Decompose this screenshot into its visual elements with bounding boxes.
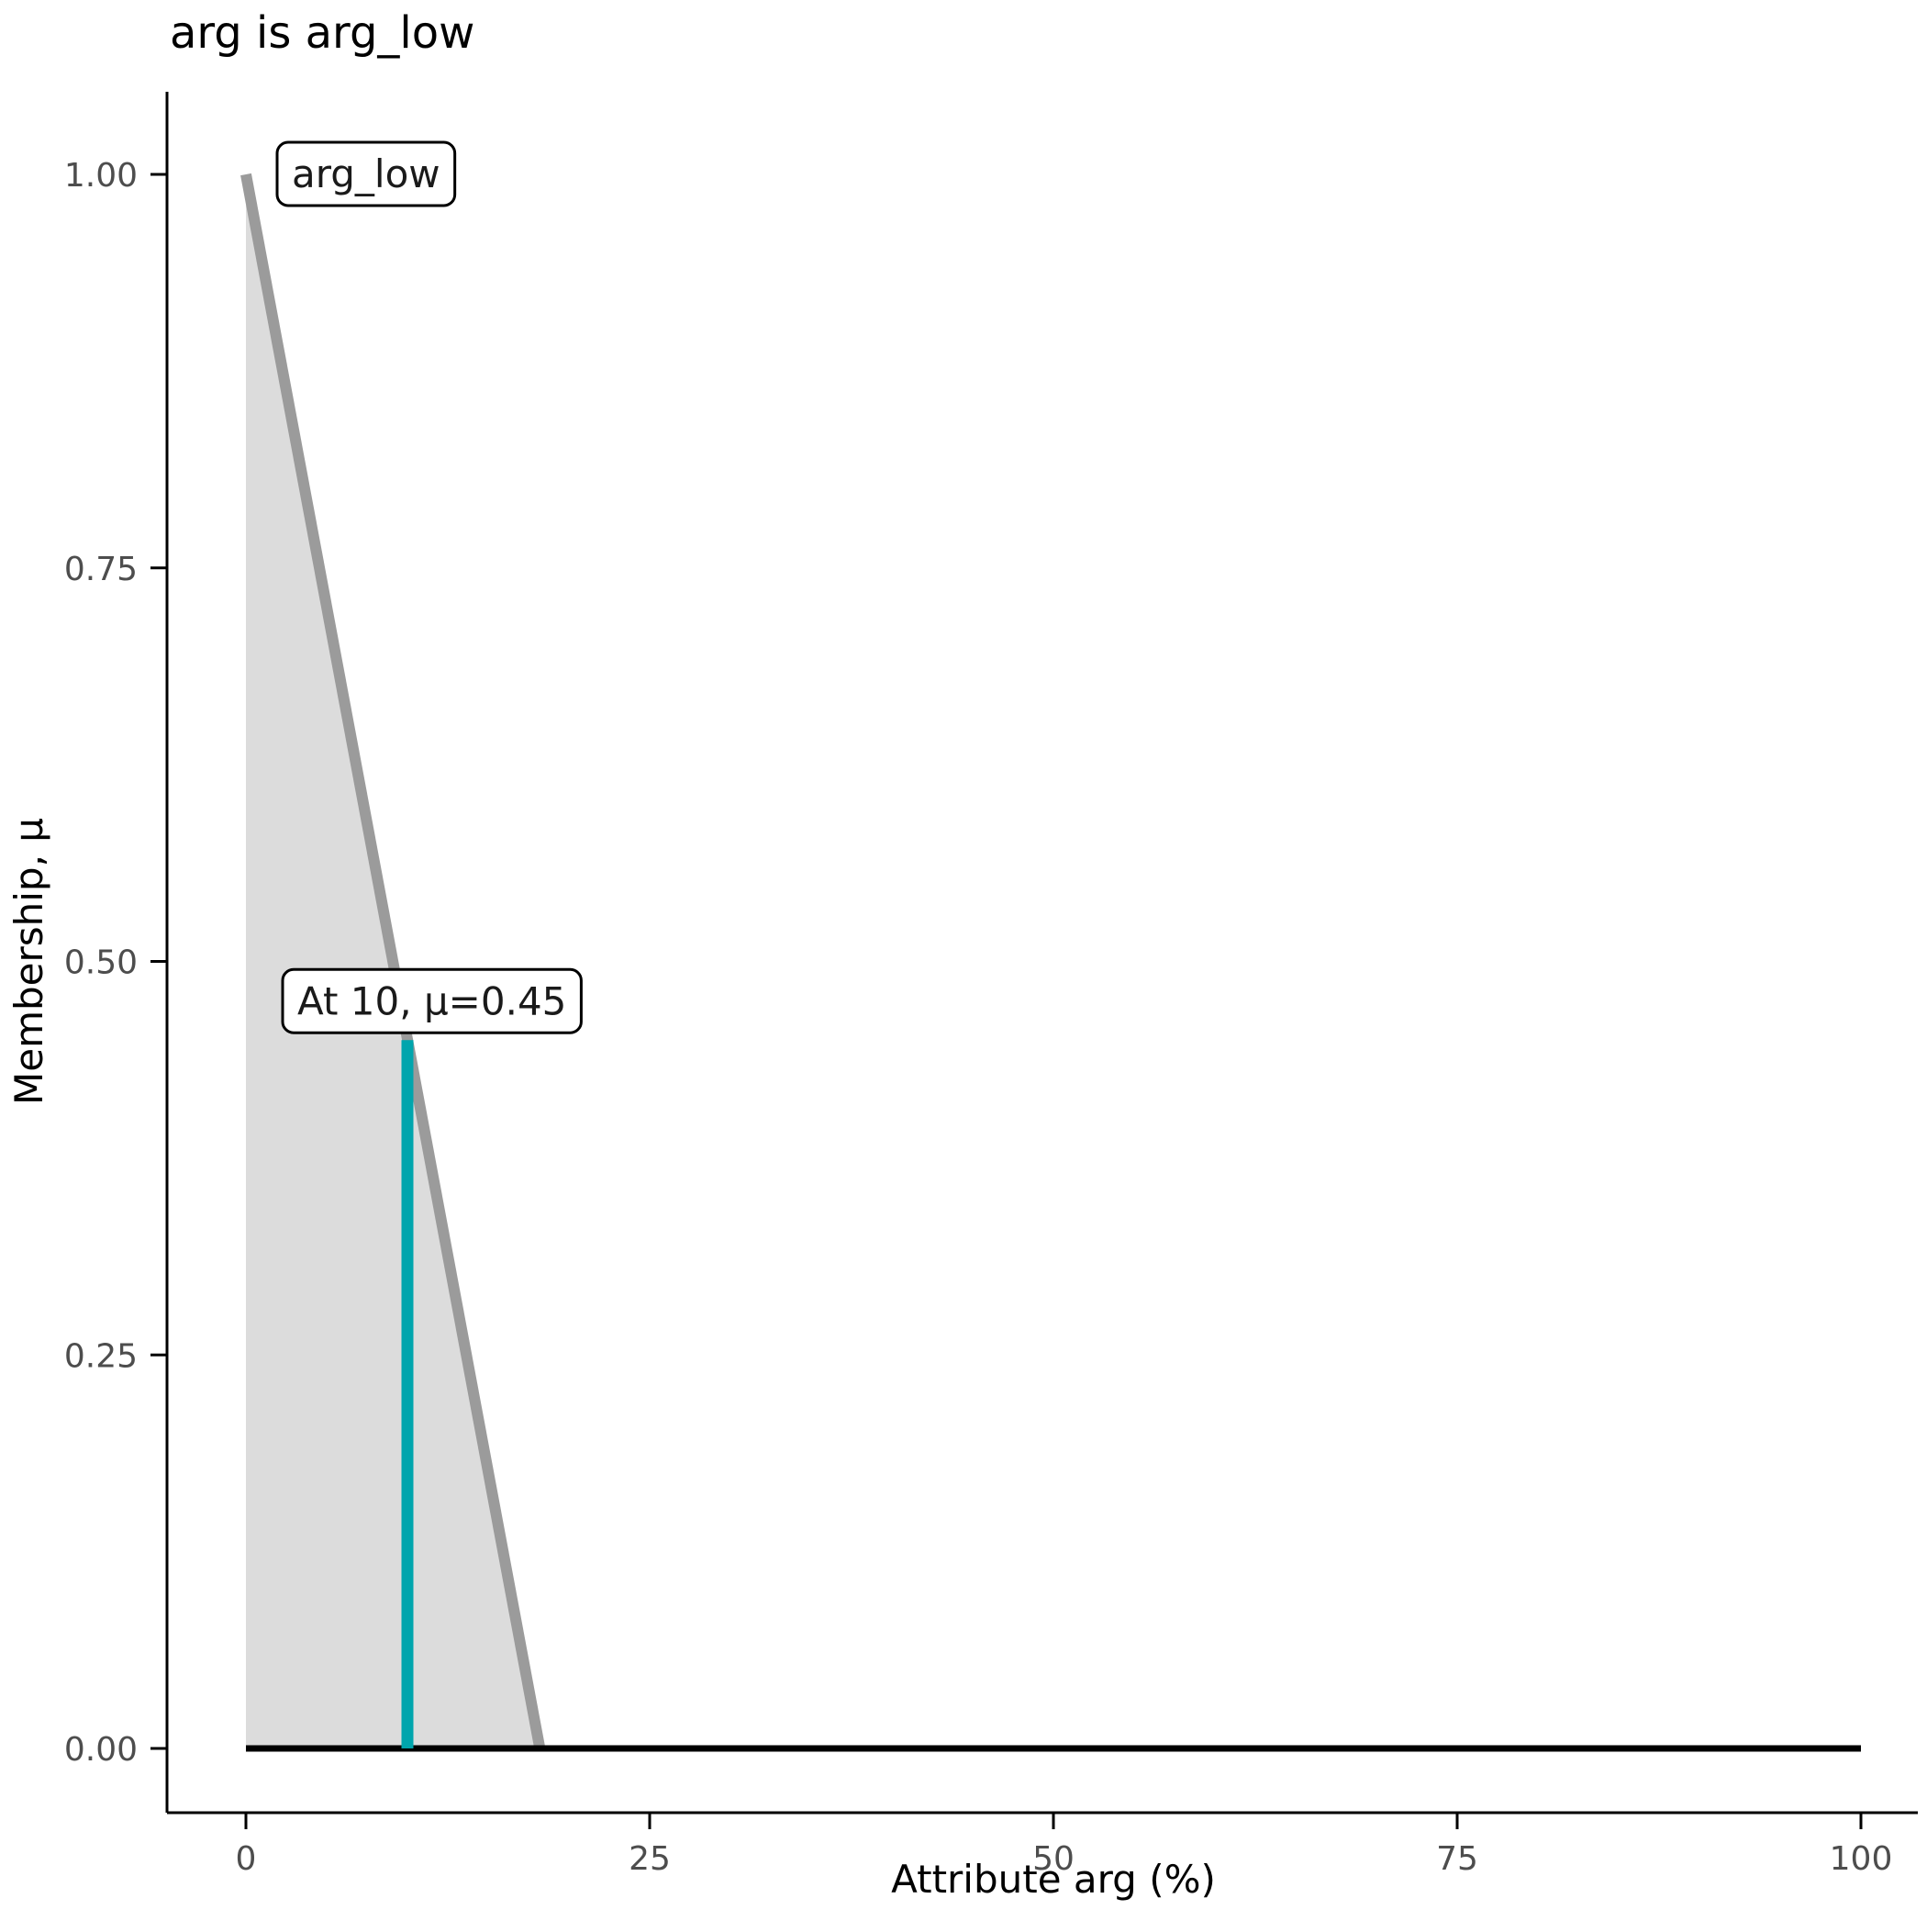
x-tick-label: 50 <box>1032 1840 1075 1878</box>
membership-function-line <box>240 173 546 1750</box>
y-tick-label: 0.25 <box>64 1337 138 1375</box>
set-name-label-box <box>275 140 457 207</box>
x-tick-label: 100 <box>1830 1840 1893 1878</box>
chart-title: arg is arg_low <box>170 7 474 59</box>
y-tick-label: 1.00 <box>64 157 138 195</box>
y-axis-title: Membership, μ <box>6 818 51 1105</box>
evaluation-label-text: At 10, μ=0.45 <box>297 978 566 1023</box>
x-tick-label: 25 <box>629 1840 671 1878</box>
x-tick-label: 75 <box>1436 1840 1478 1878</box>
evaluation-label-box <box>281 967 583 1034</box>
x-tick-label: 0 <box>236 1840 257 1878</box>
x-axis-title: Attribute arg (%) <box>891 1857 1216 1902</box>
y-tick-label: 0.50 <box>64 944 138 982</box>
y-tick-label: 0.00 <box>64 1731 138 1769</box>
y-tick-label: 0.75 <box>64 551 138 588</box>
set-name-label-text: arg_low <box>292 151 440 196</box>
